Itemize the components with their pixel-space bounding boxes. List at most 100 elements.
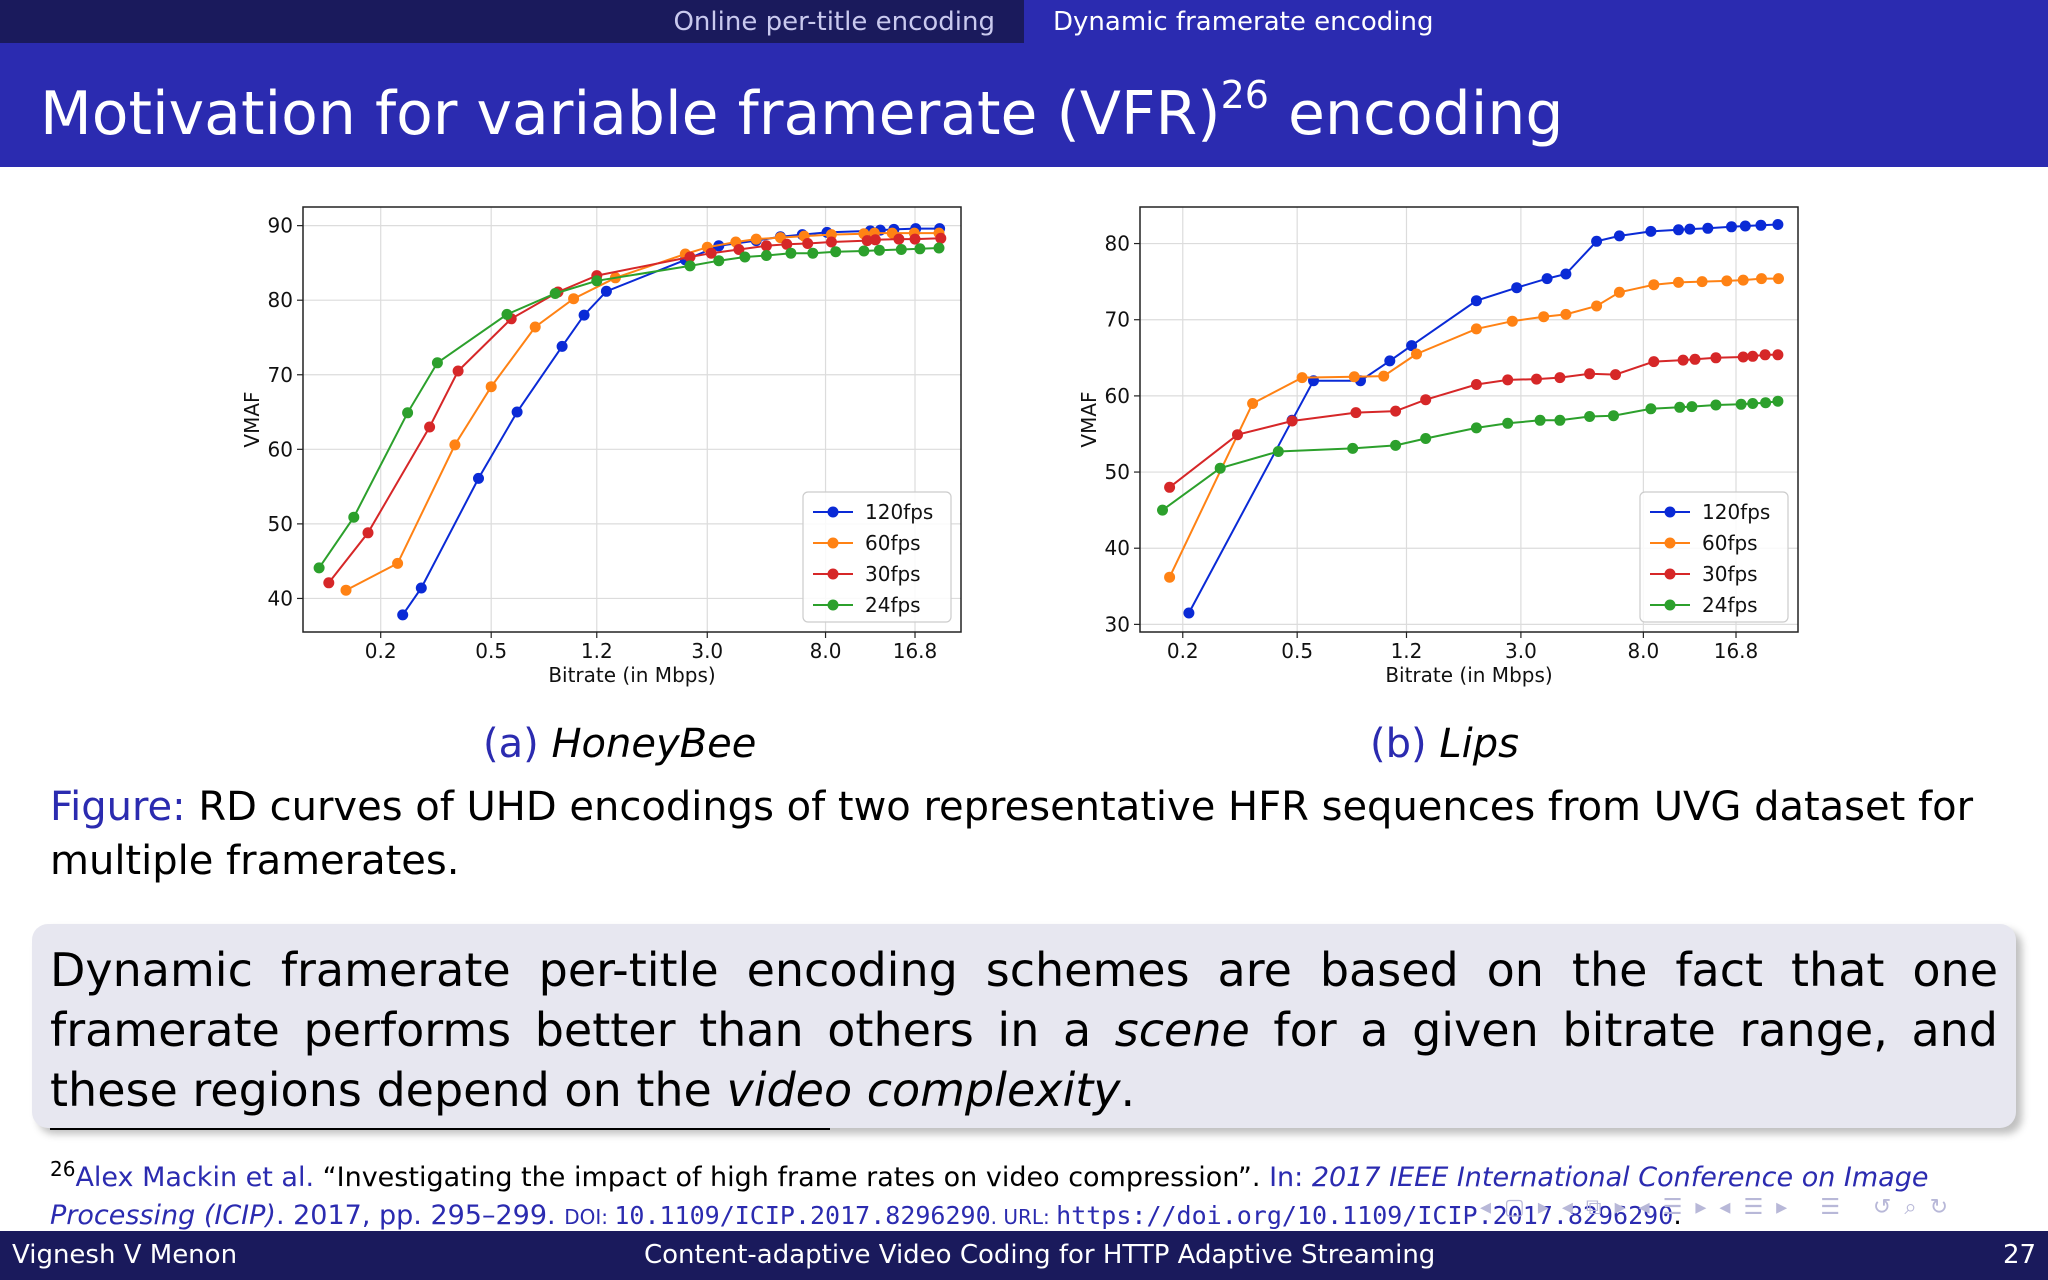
data-point-60fps [1673, 276, 1684, 288]
x-axis-label: Bitrate (in Mbps) [548, 663, 715, 687]
data-point-30fps [1710, 352, 1722, 364]
data-point-24fps [313, 562, 325, 574]
x-tick-label: 3.0 [691, 639, 723, 663]
footnote-authors[interactable]: Alex Mackin et al. [75, 1162, 315, 1193]
data-point-24fps [1272, 446, 1284, 457]
nav-left-area: Online per-title encoding [0, 0, 1024, 43]
x-tick-label: 8.0 [810, 639, 842, 663]
highlight-emphasis-scene: scene [1114, 1003, 1250, 1057]
legend-swatch-marker [1664, 599, 1676, 611]
data-point-24fps [591, 275, 603, 287]
data-point-120fps [473, 472, 484, 484]
data-point-30fps [1390, 405, 1402, 417]
data-point-30fps [1350, 407, 1362, 419]
data-point-30fps [861, 235, 873, 247]
legend-swatch-marker [827, 599, 839, 611]
data-point-120fps [600, 285, 612, 297]
nav-tab-dynamic-framerate[interactable]: Dynamic framerate encoding [1053, 6, 1434, 37]
data-point-30fps [1759, 349, 1771, 361]
data-point-30fps [1554, 372, 1566, 384]
beamer-navigation-controls[interactable]: ◂ ▢ ▸ ◂ ⧉ ▸ ◂ ☰ ▸ ◂ ☰ ▸ ☰ ↺ ⌕ ↻ [1480, 1195, 1952, 1220]
data-point-30fps [1584, 368, 1596, 380]
figure-caption-text: RD curves of UHD encodings of two repres… [50, 784, 1974, 884]
x-tick-label: 1.2 [581, 639, 613, 663]
data-point-30fps [893, 233, 905, 245]
footer-talk-title: Content-adaptive Video Coding for HTTP A… [644, 1240, 1436, 1270]
chart-lips: 0.2 0.5 1.2 3.0 8.0 16.8 30 40 50 60 70 80 Bitrate (… [1077, 206, 1799, 687]
data-point-24fps [785, 247, 797, 259]
data-point-120fps [1739, 220, 1751, 232]
figure-caption-label: Figure: [50, 784, 186, 830]
nav-right-area: Dynamic framerate encoding [1024, 0, 2048, 43]
data-point-30fps [1747, 350, 1759, 362]
data-point-60fps [1737, 274, 1749, 286]
y-tick-label: 60 [268, 437, 293, 461]
data-point-60fps [1411, 348, 1422, 360]
footnote-end: . [1673, 1200, 1682, 1231]
data-point-30fps [684, 251, 696, 263]
title-bar: Motivation for variable framerate (VFR)2… [0, 43, 2048, 167]
data-point-24fps [402, 407, 414, 419]
data-point-120fps [1726, 221, 1737, 233]
data-point-120fps [1406, 340, 1418, 352]
footnote-doi-link[interactable]: 10.1109/ICIP.2017.8296290 [614, 1201, 991, 1230]
x-tick-label: 0.2 [1167, 639, 1199, 663]
subcaption-b-label: (b) [1370, 721, 1427, 767]
data-point-24fps [1347, 442, 1359, 454]
x-tick-label: 8.0 [1627, 639, 1659, 663]
data-point-60fps [750, 233, 762, 245]
figure-caption: Figure: RD curves of UHD encodings of tw… [50, 780, 2000, 888]
legend-label-30fps: 30fps [1702, 562, 1758, 586]
data-point-24fps [1747, 398, 1759, 409]
data-point-30fps [1420, 394, 1432, 406]
data-point-24fps [895, 244, 907, 255]
data-point-24fps [549, 288, 561, 299]
data-point-24fps [1584, 411, 1596, 422]
data-point-30fps [1470, 379, 1482, 390]
subcaption-a-label: (a) [483, 721, 539, 767]
data-point-24fps [684, 260, 696, 272]
data-point-60fps [485, 381, 497, 393]
data-point-60fps [1591, 300, 1603, 312]
legend-label-24fps: 24fps [865, 593, 921, 617]
data-point-120fps [1541, 273, 1553, 285]
nav-tab-online-per-title[interactable]: Online per-title encoding [673, 6, 995, 37]
plot-frame [1139, 206, 1799, 633]
data-point-24fps [1534, 414, 1546, 426]
data-point-60fps [1348, 371, 1360, 383]
data-point-30fps [1232, 429, 1243, 441]
data-point-60fps [1721, 275, 1733, 287]
data-point-30fps [1772, 349, 1784, 361]
x-tick-label: 0.5 [475, 639, 507, 663]
data-point-24fps [1686, 401, 1698, 413]
data-point-120fps [556, 340, 568, 352]
data-point-24fps [1674, 401, 1686, 413]
footnote-url-link[interactable]: https://doi.org/10.1109/ICIP.2017.829629… [1056, 1201, 1674, 1230]
data-point-24fps [914, 243, 926, 255]
y-tick-label: 40 [268, 586, 293, 610]
data-point-24fps [1772, 395, 1784, 407]
series-line-30fps [1168, 353, 1778, 489]
data-point-24fps [807, 247, 819, 259]
title-citation-ref[interactable]: 26 [1220, 73, 1269, 117]
data-point-24fps [1420, 433, 1432, 444]
highlight-text-3: . [1120, 1063, 1136, 1117]
data-point-60fps [1648, 279, 1660, 291]
y-tick-label: 40 [1105, 536, 1130, 560]
data-point-30fps [1531, 373, 1542, 385]
data-point-30fps [935, 232, 947, 244]
legend-swatch-marker [827, 537, 839, 549]
data-point-30fps [1164, 481, 1176, 493]
data-point-24fps [1735, 398, 1747, 410]
data-point-120fps [1511, 282, 1523, 294]
data-point-30fps [362, 527, 374, 539]
data-point-120fps [1613, 230, 1625, 242]
data-point-120fps [1684, 223, 1696, 235]
x-tick-label: 16.8 [893, 639, 938, 663]
data-point-120fps [415, 582, 427, 594]
data-point-24fps [1760, 397, 1772, 409]
data-point-120fps [1560, 268, 1572, 280]
y-axis-label: VMAF [240, 391, 264, 447]
data-point-30fps [1502, 374, 1514, 386]
data-point-120fps [397, 609, 409, 621]
